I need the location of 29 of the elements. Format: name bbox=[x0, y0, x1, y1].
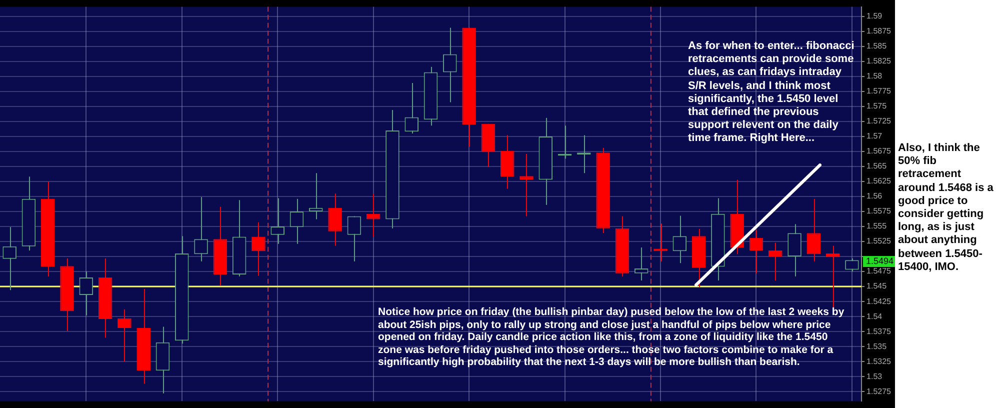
y-tick-label: 1.5625 bbox=[866, 176, 892, 186]
y-tick-label: 1.5375 bbox=[866, 326, 892, 336]
y-tick-label: 1.5275 bbox=[866, 386, 892, 396]
y-tick-label: 1.545 bbox=[866, 282, 888, 291]
annotation: As for when to enter... fibonacci retracements can provide some clues, as can fridays intraday S/R levels, and I think most significantly, the 1.5450 level that defined the previous support relevent on the daily time frame. Right Here... bbox=[688, 40, 856, 146]
y-tick-label: 1.5325 bbox=[866, 356, 892, 366]
y-tick-label: 1.53 bbox=[866, 372, 883, 381]
y-tick-label: 1.59 bbox=[866, 12, 883, 21]
y-tick-label: 1.575 bbox=[866, 102, 888, 111]
text: 1.5494 bbox=[863, 256, 895, 267]
y-tick-label: 1.58 bbox=[866, 72, 883, 81]
y-tick-label: 1.585 bbox=[866, 42, 888, 51]
y-tick-label: 1.5875 bbox=[866, 26, 892, 36]
y-tick-label: 1.5575 bbox=[866, 206, 892, 216]
text: Also, I think the 50% fib retracement around 1.5468 is a good price to consider getting long, as is just about anything between 1.5450-15400, IMO. bbox=[898, 142, 994, 273]
y-tick-label: 1.5475 bbox=[866, 266, 892, 276]
y-tick-label: 1.54 bbox=[866, 312, 883, 321]
y-tick-label: 1.5825 bbox=[866, 56, 892, 66]
y-tick-label: 1.5675 bbox=[866, 146, 892, 156]
y-tick-label: 1.56 bbox=[866, 192, 883, 201]
y-tick-label: 1.5775 bbox=[866, 86, 892, 96]
y-tick-label: 1.57 bbox=[866, 132, 883, 141]
y-tick-label: 1.565 bbox=[866, 162, 888, 171]
y-tick-label: 1.5725 bbox=[866, 116, 892, 126]
annotation: Notice how price on friday (the bullish pinbar day) pused below the low of the last 2 weeks by about 25ish pips, only to rally up strong and close just a handful of pips below where price opened on friday. Daily candle price action like this, from a zone of liquidity like the 1.5450 zone was before friday pushed into those orders... those two factors combine to make for a significantly high probability that the next 1-3 days will be more bullish than bearish. bbox=[378, 306, 846, 369]
y-tick-label: 1.5425 bbox=[866, 296, 892, 306]
y-tick-label: 1.535 bbox=[866, 342, 888, 351]
y-tick-label: 1.555 bbox=[866, 222, 888, 231]
y-tick-label: 1.5525 bbox=[866, 236, 892, 246]
